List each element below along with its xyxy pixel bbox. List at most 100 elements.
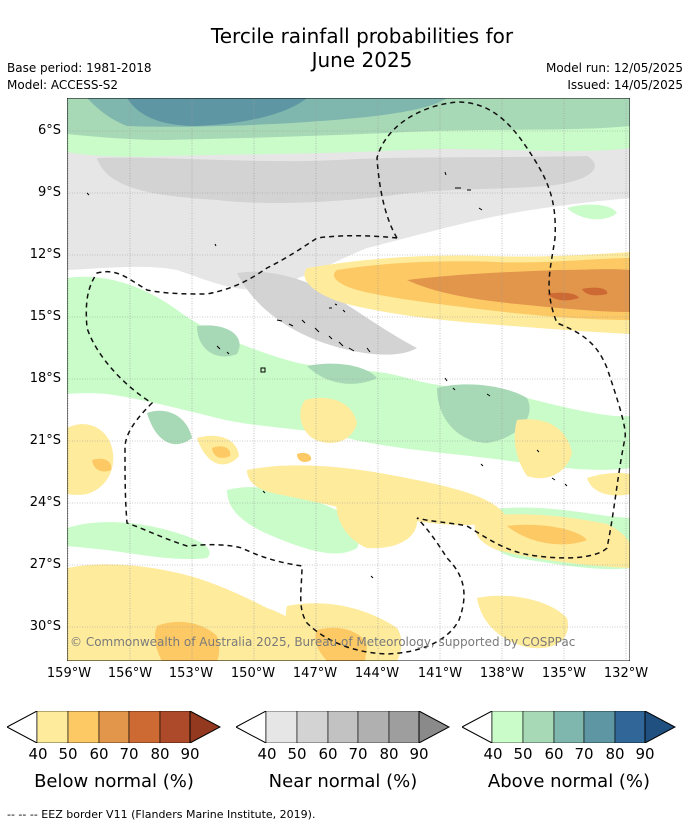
colorbar-under-triangle — [7, 711, 38, 743]
lon-label: 135°W — [541, 666, 587, 681]
lon-label: 156°W — [107, 666, 153, 681]
below-normal-region — [514, 419, 572, 479]
lat-label: 18°S — [29, 371, 61, 386]
colorbar-cell — [159, 711, 191, 743]
colorbar-tick: 80 — [150, 745, 170, 763]
colorbar-under-triangle — [236, 711, 267, 743]
near-normal-title: Near normal (%) — [268, 771, 418, 792]
copyright-text: © Commonwealth of Australia 2025, Bureau… — [70, 635, 575, 649]
title-line-1: Tercile rainfall probabilities for — [210, 24, 514, 48]
chart-title: Tercile rainfall probabilities for June … — [150, 24, 574, 72]
above-normal-region — [227, 487, 360, 554]
colorbar-cell — [36, 711, 69, 743]
below-normal-region — [407, 269, 630, 312]
below-normal-region — [67, 424, 114, 495]
meta-right: Model run: 12/05/2025 Issued: 14/05/2025 — [546, 60, 683, 94]
near-normal-region — [237, 271, 417, 355]
colorbar-cell — [357, 711, 390, 743]
below-normal-region — [336, 494, 418, 549]
above-normal-title: Above normal (%) — [487, 771, 651, 792]
colorbar-over-triangle — [644, 711, 676, 743]
lat-label: 9°S — [37, 185, 61, 200]
colorbar-tick: 70 — [574, 745, 594, 763]
colorbar-tick: 50 — [513, 745, 533, 763]
probability-shading — [67, 98, 630, 661]
island-outline — [444, 171, 483, 211]
colorbar-tick: 90 — [635, 745, 655, 763]
colorbar-tick: 80 — [605, 745, 625, 763]
below-normal-region — [582, 287, 608, 296]
eez-footnote: -- -- -- EEZ border V11 (Flanders Marine… — [7, 808, 316, 821]
lat-label: 27°S — [29, 557, 61, 572]
below-normal-region — [547, 292, 579, 301]
lat-label: 12°S — [29, 247, 61, 262]
below-normal-title: Below normal (%) — [34, 771, 194, 792]
colorbar-cell — [583, 711, 616, 743]
colorbar-tick: 60 — [89, 745, 109, 763]
lon-label: 138°W — [479, 666, 525, 681]
above-normal-region — [147, 410, 192, 445]
lat-label: 30°S — [29, 619, 61, 634]
below-normal-region — [154, 621, 220, 661]
colorbar-cell — [491, 711, 524, 743]
issued-date: Issued: 14/05/2025 — [567, 78, 683, 92]
lat-label: 15°S — [29, 309, 61, 324]
colorbar-tick: 80 — [379, 745, 399, 763]
above-normal-colorbar — [462, 711, 676, 743]
model-run: Model run: 12/05/2025 — [545, 61, 683, 75]
colorbar-tick: 40 — [483, 745, 503, 763]
below-normal-region — [587, 473, 630, 496]
eez-borders — [85, 101, 626, 655]
colorbar-tick: 50 — [287, 745, 307, 763]
colorbar-under-triangle — [462, 711, 493, 743]
below-normal-region — [212, 446, 231, 458]
above-normal-region — [67, 522, 210, 560]
colorbar-cell — [265, 711, 298, 743]
colorbar-tick: 40 — [28, 745, 48, 763]
colorbar-over-triangle — [189, 711, 221, 743]
colorbar-tick: 60 — [318, 745, 338, 763]
lat-label: 21°S — [29, 433, 61, 448]
island-outline — [216, 345, 266, 373]
below-normal-region — [92, 458, 112, 472]
lat-label: 6°S — [37, 123, 61, 138]
above-normal-region — [567, 204, 617, 220]
below-normal-region — [67, 564, 317, 661]
lon-label: 132°W — [603, 666, 649, 681]
lon-label: 144°W — [354, 666, 400, 681]
colorbar-tick: 40 — [257, 745, 277, 763]
colorbar-cell — [522, 711, 555, 743]
colorbar-cell — [296, 711, 329, 743]
lon-label: 153°W — [168, 666, 214, 681]
colorbar-tick: 70 — [119, 745, 139, 763]
below-normal-colorbar — [7, 711, 221, 743]
near-normal-colorbar — [236, 711, 450, 743]
title-line-2: June 2025 — [311, 48, 413, 72]
colorbar-cell — [128, 711, 161, 743]
eez-border-west — [85, 234, 465, 655]
colorbar-cell — [98, 711, 130, 743]
island-outline — [329, 303, 346, 313]
lon-label: 147°W — [292, 666, 338, 681]
colorbar-cell — [327, 711, 359, 743]
model-name: Model: ACCESS-S2 — [7, 78, 119, 92]
below-normal-region — [315, 627, 367, 661]
below-normal-region — [297, 452, 312, 462]
colorbar-over-triangle — [418, 711, 450, 743]
colorbar-tick: 90 — [409, 745, 429, 763]
above-normal-region — [437, 384, 530, 443]
eez-border-northeast — [376, 101, 626, 559]
colorbar-tick: 70 — [348, 745, 368, 763]
above-normal-region — [127, 98, 307, 126]
above-normal-region — [197, 325, 240, 357]
base-period: Base period: 1981-2018 — [7, 61, 152, 75]
island-outline — [276, 319, 371, 353]
lon-label: 141°W — [417, 666, 463, 681]
islands — [86, 171, 568, 579]
colorbar-tick: 60 — [544, 745, 564, 763]
colorbar-cell — [388, 711, 420, 743]
colorbar-cell — [614, 711, 646, 743]
island-outline — [86, 192, 568, 579]
island-outline — [444, 377, 556, 481]
meta-left: Base period: 1981-2018 Model: ACCESS-S2 — [7, 60, 152, 94]
